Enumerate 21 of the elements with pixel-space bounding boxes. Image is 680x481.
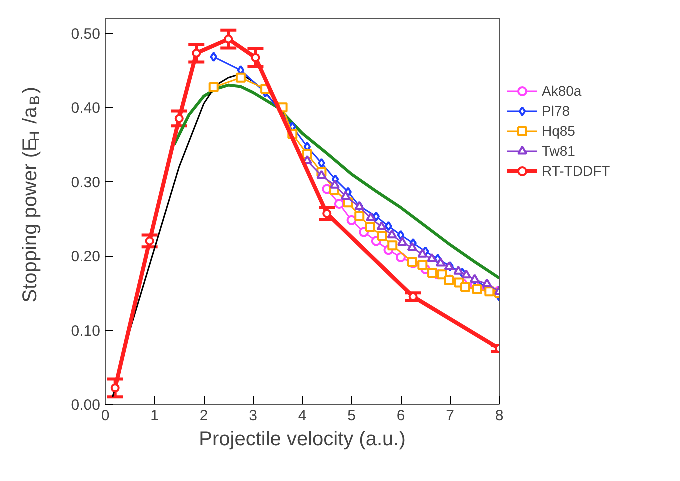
y-tick-label: 0.30 <box>71 174 101 192</box>
y-tick-label: 0.50 <box>71 26 101 43</box>
y-tick-label: 0.40 <box>71 100 101 118</box>
y-tick-label: 0.20 <box>71 248 101 266</box>
x-tick-label: 3 <box>249 408 258 424</box>
x-tick-label: 5 <box>348 408 356 424</box>
x-tick-label: 0 <box>101 408 110 424</box>
x-axis-title: Projectile velocity (a.u.) <box>199 428 406 450</box>
legend-label: Hq85 <box>542 123 576 139</box>
x-tick-label: 6 <box>396 408 406 424</box>
y-tick-label: 0.00 <box>71 397 101 414</box>
legend-label: RT-TDDFT <box>542 163 610 179</box>
x-tick-label: 1 <box>150 408 159 424</box>
legend-label: Pl78 <box>542 103 570 119</box>
x-tick-label: 7 <box>446 408 454 424</box>
x-tick-label: 2 <box>200 408 208 424</box>
y-tick-label: 0.10 <box>71 322 101 340</box>
legend-label: Ak80a <box>542 83 582 99</box>
x-tick-label: 8 <box>495 408 504 424</box>
legend-label: Tw81 <box>542 143 576 159</box>
x-tick-label: 4 <box>298 408 307 424</box>
